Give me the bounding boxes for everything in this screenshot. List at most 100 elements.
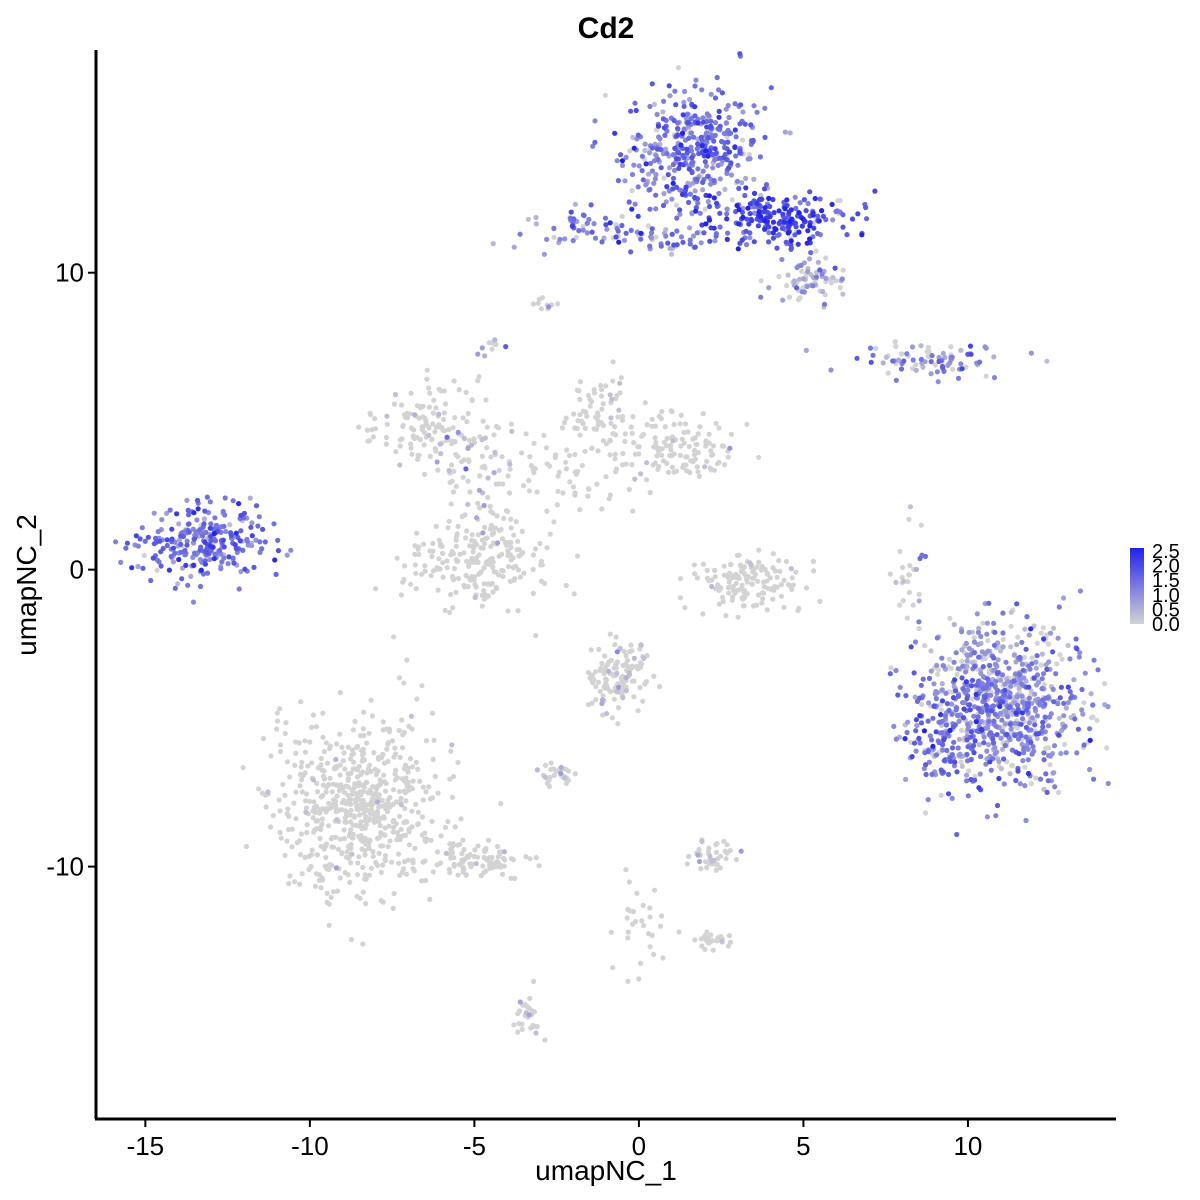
data-point (394, 837, 400, 843)
data-point (621, 237, 628, 243)
data-point (408, 390, 414, 396)
data-point (157, 538, 163, 544)
data-point (277, 706, 283, 712)
data-point (724, 206, 730, 212)
data-point (571, 411, 577, 417)
data-point (966, 645, 972, 652)
data-point (989, 681, 995, 687)
data-point (628, 249, 634, 255)
data-point (222, 512, 228, 518)
data-point (770, 235, 777, 241)
data-point (746, 152, 752, 158)
data-point (303, 809, 309, 815)
data-point (305, 763, 311, 769)
data-point (726, 149, 733, 155)
data-point (1007, 690, 1013, 696)
data-point (536, 863, 542, 869)
data-point (954, 831, 960, 838)
data-point (863, 204, 869, 211)
data-point (746, 221, 752, 227)
data-point (363, 901, 369, 907)
data-point (292, 762, 298, 769)
data-point (916, 591, 922, 597)
data-point (647, 103, 653, 110)
data-point (226, 554, 232, 560)
data-point (402, 805, 408, 812)
data-point (495, 540, 501, 546)
data-point (419, 571, 425, 577)
data-point (629, 430, 635, 436)
data-point (614, 659, 621, 665)
data-point (1045, 778, 1051, 784)
data-point (413, 570, 419, 577)
data-point (1056, 604, 1062, 610)
data-point (706, 217, 713, 223)
data-point (479, 453, 485, 459)
data-point (1009, 762, 1015, 769)
data-point (591, 426, 597, 432)
data-point (349, 851, 355, 857)
data-point (711, 178, 717, 184)
data-point (785, 272, 791, 278)
data-point (595, 448, 601, 454)
data-point (810, 283, 816, 289)
data-point (907, 563, 913, 569)
data-point (971, 635, 977, 641)
data-point (1042, 701, 1048, 707)
data-point (589, 700, 595, 706)
data-point (370, 792, 377, 799)
data-point (572, 425, 578, 431)
data-point (587, 403, 593, 409)
data-point (397, 872, 403, 878)
data-point (470, 549, 476, 555)
data-point (437, 543, 444, 549)
data-point (337, 836, 343, 842)
data-point (647, 186, 653, 193)
data-point (815, 230, 821, 237)
data-point (573, 471, 579, 477)
data-point (692, 83, 698, 89)
data-point (432, 429, 438, 435)
data-point (423, 877, 429, 884)
data-point (343, 813, 349, 819)
data-point (444, 558, 450, 564)
data-point (1007, 771, 1013, 777)
data-point (940, 769, 947, 775)
data-point (983, 702, 989, 709)
data-point (427, 796, 433, 802)
data-point (961, 706, 967, 712)
data-point (542, 774, 548, 780)
data-point (1012, 732, 1018, 739)
data-point (741, 595, 747, 601)
data-point (320, 734, 326, 740)
data-point (988, 767, 994, 773)
data-point (446, 467, 452, 474)
data-point (946, 707, 952, 714)
data-point (499, 871, 506, 877)
data-point (751, 210, 758, 216)
data-point (686, 135, 692, 141)
data-point (492, 449, 498, 455)
data-point (585, 392, 592, 399)
data-point (603, 222, 609, 228)
data-point (574, 387, 580, 393)
data-point (460, 415, 466, 421)
data-point (649, 81, 655, 87)
data-point (1044, 789, 1050, 796)
data-point (401, 576, 407, 583)
data-point (489, 555, 495, 562)
data-point (688, 458, 694, 464)
data-point (438, 451, 444, 457)
data-point (991, 354, 997, 360)
data-point (716, 601, 722, 607)
data-point (1072, 716, 1078, 722)
data-point (396, 851, 402, 857)
data-point (1025, 770, 1032, 777)
data-point (150, 555, 156, 561)
data-point (413, 801, 419, 808)
data-point (508, 875, 514, 881)
legend-tick-label: 1.0 (1152, 585, 1180, 607)
data-point (422, 471, 428, 477)
data-point (686, 199, 692, 205)
data-point (320, 877, 326, 883)
